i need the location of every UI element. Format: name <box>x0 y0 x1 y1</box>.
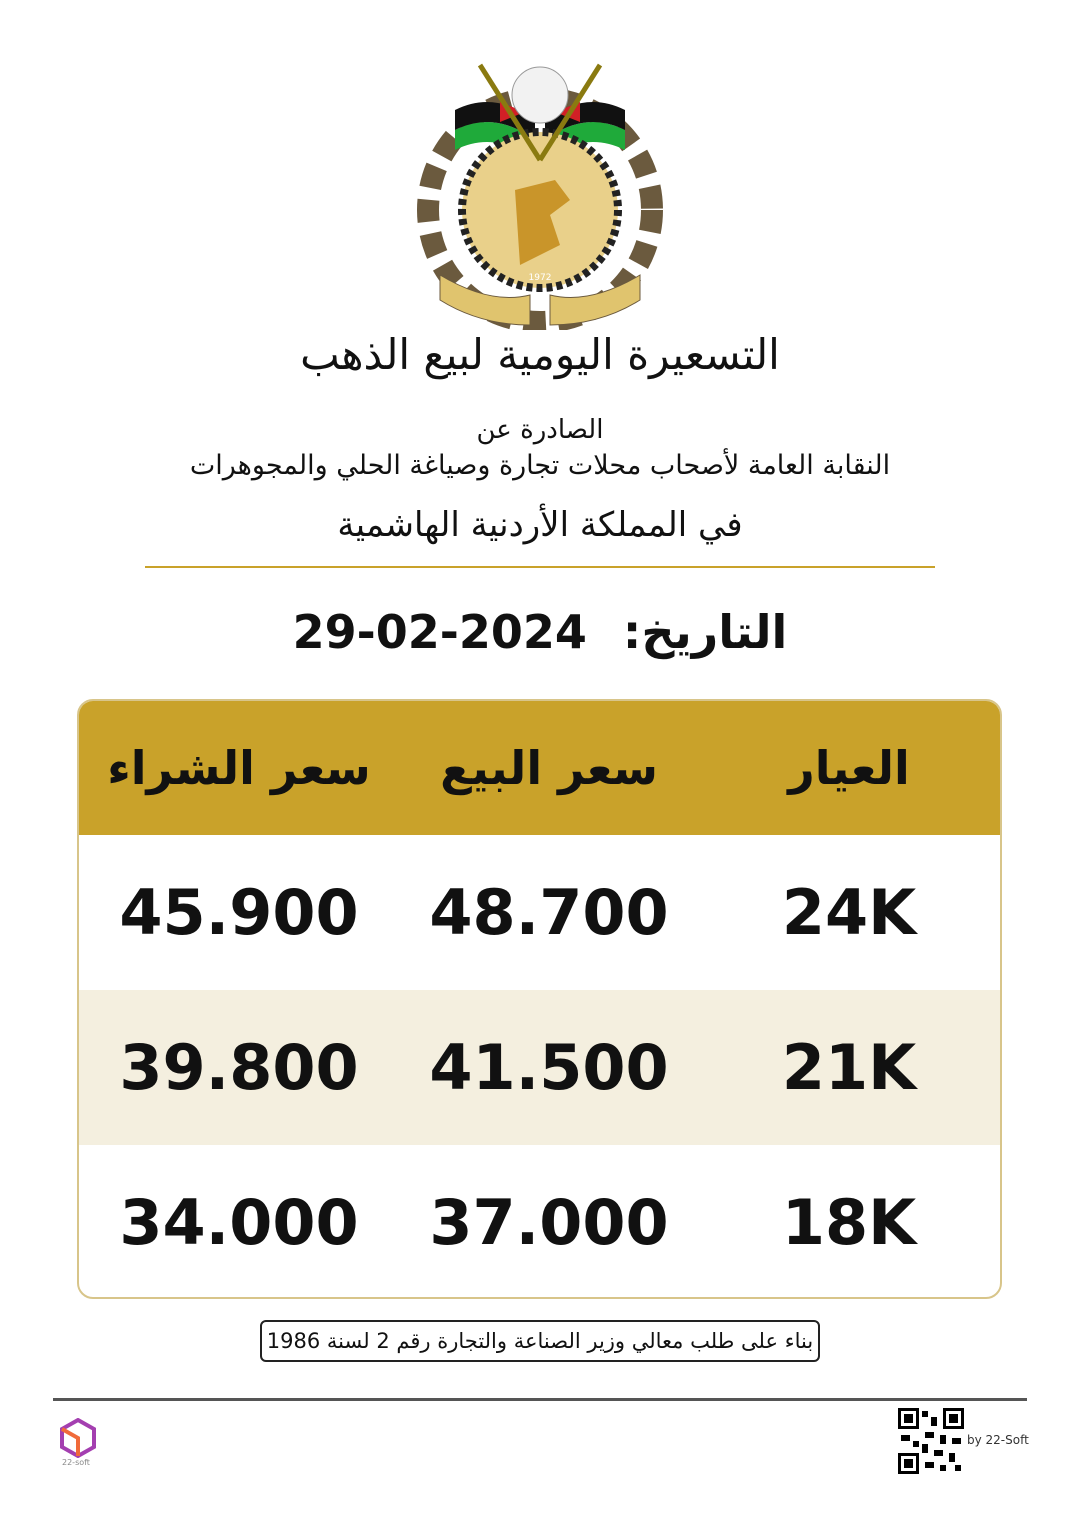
qr-code-icon[interactable] <box>898 1408 964 1474</box>
table-row: 21K 41.500 39.800 <box>79 990 1000 1145</box>
22soft-logo-icon <box>60 1418 96 1458</box>
ministry-note: بناء على طلب معالي وزير الصناعة والتجارة… <box>260 1320 820 1362</box>
footer-divider <box>53 1398 1027 1401</box>
header-sell: سعر البيع <box>440 741 658 795</box>
buy-cell: 45.900 <box>119 876 359 949</box>
credit-text: by 22-Soft <box>967 1433 1029 1447</box>
brand-text: 22-soft <box>62 1458 90 1467</box>
table-header: العيار سعر البيع سعر الشراء <box>79 701 1000 835</box>
karat-cell: 18K <box>781 1186 917 1259</box>
sell-cell: 37.000 <box>429 1186 669 1259</box>
table-row: 24K 48.700 45.900 <box>79 835 1000 990</box>
date-value: 29-02-2024 <box>292 605 587 659</box>
issued-by: الصادرة عن <box>476 415 604 445</box>
date-label: التاريخ: <box>622 605 788 659</box>
union-logo: 1972 <box>417 63 663 330</box>
logo-year: 1972 <box>529 273 552 283</box>
divider <box>145 566 935 568</box>
buy-cell: 34.000 <box>119 1186 359 1259</box>
kingdom-name: في المملكة الأردنية الهاشمية <box>337 505 743 545</box>
sell-cell: 41.500 <box>429 1031 669 1104</box>
header-karat: العيار <box>788 741 910 795</box>
header-buy: سعر الشراء <box>107 741 371 795</box>
table-row: 18K 37.000 34.000 <box>79 1145 1000 1297</box>
page-title: التسعيرة اليومية لبيع الذهب <box>300 330 780 379</box>
karat-cell: 21K <box>781 1031 917 1104</box>
union-name: النقابة العامة لأصحاب محلات تجارة وصياغة… <box>189 450 891 481</box>
buy-cell: 39.800 <box>119 1031 359 1104</box>
price-table: العيار سعر البيع سعر الشراء 24K 48.700 4… <box>77 699 1002 1299</box>
sell-cell: 48.700 <box>429 876 669 949</box>
date-line: التاريخ: 29-02-2024 <box>0 605 1080 659</box>
karat-cell: 24K <box>781 876 917 949</box>
